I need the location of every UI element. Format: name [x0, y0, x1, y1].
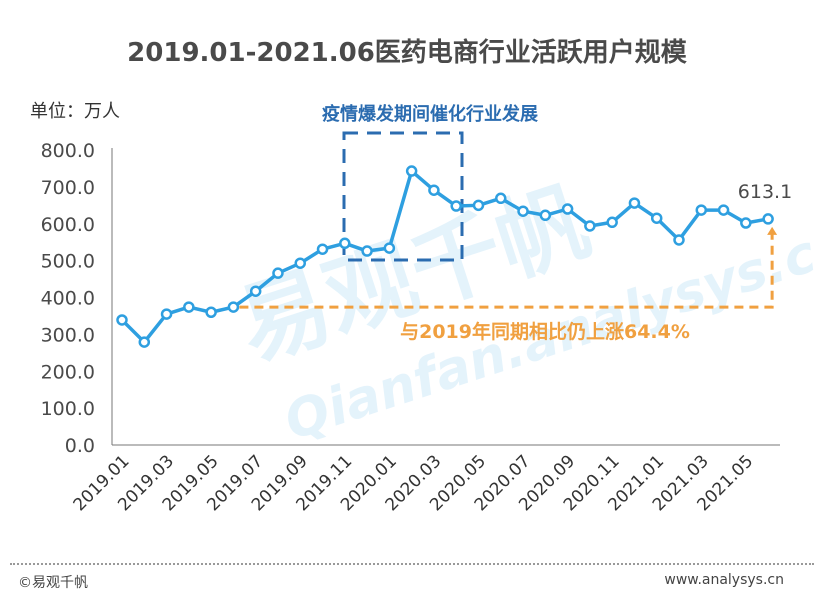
footer-divider	[10, 563, 814, 565]
data-point	[606, 216, 618, 229]
data-point	[138, 336, 151, 348]
line-chart: 易观千帆 Qianfan.analysys.cn 0.0100.0200.030…	[41, 103, 814, 515]
series-markers	[116, 165, 774, 348]
growth-label: 与2019年同期相比仍上涨64.4%	[400, 320, 690, 343]
data-point	[762, 213, 774, 225]
data-point	[249, 285, 262, 297]
covid-highlight-box	[342, 131, 464, 262]
data-point	[294, 257, 306, 269]
data-point	[695, 204, 708, 216]
last-value-label: 613.1	[738, 181, 792, 203]
data-point	[428, 184, 440, 196]
data-point	[584, 220, 596, 232]
y-tick-label: 800.0	[41, 140, 95, 162]
y-tick-label: 200.0	[41, 361, 95, 383]
data-point	[561, 203, 574, 215]
data-point	[517, 205, 529, 217]
data-point	[450, 200, 462, 212]
y-tick-label: 400.0	[41, 288, 95, 310]
data-point	[116, 314, 128, 326]
data-point	[316, 243, 329, 255]
y-tick-label: 0.0	[65, 435, 95, 457]
y-tick-label: 100.0	[41, 398, 95, 420]
x-axis-ticks: 2019.012019.032019.052019.072019.092019.…	[70, 451, 758, 515]
growth-arrow	[239, 232, 774, 309]
covid-box-label: 疫情爆发期间催化行业发展	[322, 103, 539, 125]
data-point	[717, 204, 730, 216]
data-point	[495, 192, 507, 205]
y-tick-label: 600.0	[41, 214, 95, 236]
data-point	[383, 242, 396, 254]
data-point	[361, 245, 373, 257]
data-point	[740, 217, 752, 229]
data-point	[405, 165, 418, 177]
footer-website: www.analysys.cn	[664, 572, 784, 588]
data-point	[673, 234, 685, 246]
data-point	[628, 197, 641, 209]
data-point	[539, 209, 552, 222]
y-tick-label: 500.0	[41, 251, 95, 273]
data-point	[472, 199, 485, 212]
unit-label: 单位：万人	[30, 101, 120, 122]
data-point	[183, 301, 195, 313]
y-axis-ticks: 0.0 100.0 200.0 300.0 400.0 500.0 600.0 700.0 80…	[41, 140, 95, 457]
y-tick-label: 300.0	[41, 324, 95, 346]
data-point	[650, 212, 663, 224]
footer-copyright: ©易观千帆	[18, 575, 88, 591]
chart-title: 2019.01-2021.06医药电商行业活跃用户规模	[127, 38, 687, 68]
data-point	[205, 306, 217, 318]
data-point	[339, 237, 351, 250]
data-point	[227, 301, 240, 313]
data-point	[272, 267, 284, 279]
data-point	[160, 308, 173, 320]
arrow-up-icon	[767, 226, 778, 235]
y-tick-label: 700.0	[41, 177, 95, 199]
